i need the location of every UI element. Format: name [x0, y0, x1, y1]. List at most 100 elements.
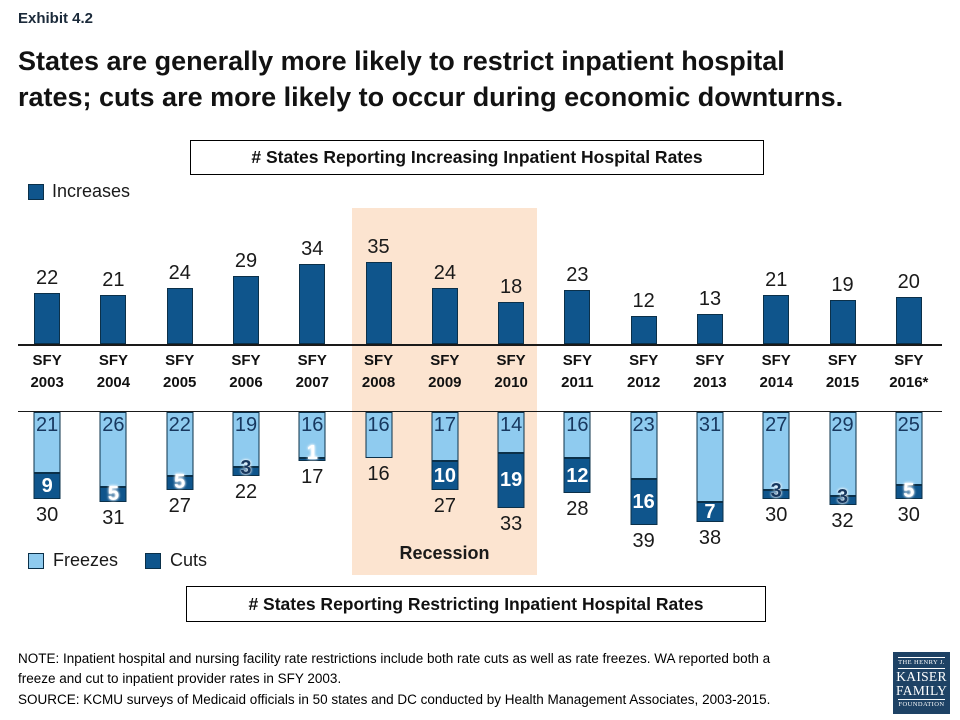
x-axis-label: SFY 2010	[494, 352, 528, 391]
cuts-value-label: 16	[632, 490, 655, 513]
freezes-value-label: 16	[566, 414, 589, 436]
restricting-total-label: 30	[36, 504, 59, 526]
x-axis-label: SFY 2011	[561, 352, 594, 391]
cuts-value-label: 12	[566, 464, 589, 487]
chart-columns: 22 SFY 2003 21 9 30 21 SFY 2004 26 5 31 24 SFY 2005 22 5…	[14, 200, 942, 580]
cuts-value-label: 3	[240, 456, 252, 479]
exhibit-number: Exhibit 4.2	[18, 10, 94, 27]
restricting-total-label: 33	[499, 512, 523, 535]
freezes-value-label: 19	[234, 414, 258, 436]
restricting-total-label: 22	[234, 480, 258, 503]
increases-value-label: 19	[831, 273, 854, 296]
x-axis-label: SFY 2006	[229, 352, 263, 391]
legend-cuts-label: Cuts	[170, 550, 208, 570]
logo-rule	[898, 657, 945, 658]
freezes-segment: 27	[762, 412, 790, 491]
bottom-chart-axis-line	[18, 410, 942, 412]
increases-value-label: 35	[367, 236, 390, 259]
restricting-stacked-bar: 27 3	[762, 412, 790, 502]
x-axis-label: SFY 2012	[626, 352, 661, 391]
top-chart-heading-box: # States Reporting Increasing Inpatient …	[190, 140, 764, 175]
restricting-total-label: 16	[367, 463, 390, 486]
freezes-value-label: 17	[433, 414, 456, 436]
restricting-total-label: 30	[765, 504, 788, 526]
x-axis-label: SFY 2015	[825, 352, 860, 391]
restricting-total-label: 17	[301, 466, 324, 489]
increases-bar	[299, 264, 326, 344]
year-column: 35 SFY 2008 16 16	[345, 200, 411, 580]
restricting-stacked-bar: 21 9	[33, 412, 61, 499]
year-column: 21 SFY 2014 27 3 30	[743, 200, 809, 580]
year-column: 21 SFY 2004 26 5 31	[80, 200, 146, 580]
cuts-value-label: 9	[41, 474, 53, 497]
increases-value-label: 29	[234, 250, 258, 273]
freezes-segment: 23	[630, 412, 658, 479]
cuts-value-label: 7	[704, 501, 716, 524]
increases-value-label: 20	[897, 271, 920, 294]
logo-kaiser-text: KAISER	[896, 669, 947, 685]
cuts-segment: 5	[99, 482, 127, 505]
cuts-segment: 10	[431, 461, 459, 491]
freezes-segment: 25	[895, 412, 923, 485]
restricting-stacked-bar: 16 1	[298, 412, 326, 465]
freezes-value-label: 23	[632, 414, 655, 436]
increases-value-label: 34	[301, 238, 324, 261]
increases-value-label: 21	[765, 268, 788, 291]
note-line-1: NOTE: Inpatient hospital and nursing fac…	[18, 651, 771, 666]
freezes-segment: 16	[365, 412, 393, 459]
restricting-total-label: 27	[433, 495, 456, 518]
bottom-chart-heading-box: # States Reporting Restricting Inpatient…	[186, 586, 766, 622]
freezes-segment: 16	[298, 412, 326, 459]
cuts-segment: 3	[829, 487, 857, 507]
increases-value-label: 18	[499, 275, 523, 298]
increases-bar	[763, 294, 790, 344]
restricting-total-label: 32	[831, 509, 854, 532]
freezes-segment: 14	[497, 412, 525, 453]
freezes-segment: 17	[431, 412, 459, 462]
freezes-segment: 19	[232, 412, 260, 468]
year-column: 22 SFY 2003 21 9 30	[14, 200, 80, 580]
increases-value-label: 24	[433, 261, 456, 284]
cuts-value-label: 10	[433, 464, 456, 487]
cuts-segment: 5	[895, 481, 923, 501]
x-axis-label: SFY 2013	[693, 352, 727, 391]
cuts-segment: 12	[563, 458, 591, 494]
increases-bar	[34, 292, 61, 344]
freezes-value-label: 16	[367, 414, 390, 436]
x-axis-label: SFY 2005	[163, 352, 197, 391]
cuts-segment: 3	[232, 458, 260, 478]
freezes-value-label: 14	[499, 414, 523, 436]
increases-bar	[630, 315, 657, 344]
logo-rule	[898, 668, 945, 670]
freezes-swatch-icon	[28, 552, 44, 569]
logo-top-text: THE HENRY J.	[898, 659, 945, 666]
freezes-value-label: 27	[765, 414, 788, 436]
cuts-value-label: 1	[306, 442, 318, 465]
restricting-total-label: 39	[632, 530, 655, 553]
increases-value-label: 22	[36, 266, 59, 289]
freezes-segment: 21	[33, 412, 61, 473]
increases-bar	[232, 276, 259, 344]
x-axis-label: SFY 2004	[96, 352, 131, 391]
cuts-segment: 5	[166, 472, 194, 492]
x-axis-label: SFY 2007	[295, 352, 329, 391]
cuts-value-label: 5	[107, 482, 119, 505]
increases-value-label: 21	[102, 268, 125, 291]
year-column: 24 SFY 2009 17 10 27	[412, 200, 478, 580]
year-column: 18 SFY 2010 14 19 33	[478, 200, 544, 580]
legend-cuts-group: Cuts	[145, 550, 207, 571]
cuts-segment: 19	[497, 452, 525, 508]
freezes-value-label: 31	[698, 414, 722, 436]
restricting-stacked-bar: 23 16	[630, 412, 658, 526]
cuts-value-label: 3	[770, 479, 782, 502]
restricting-stacked-bar: 16 12	[563, 412, 591, 494]
restricting-total-label: 28	[566, 498, 589, 521]
x-axis-label: SFY 2014	[759, 352, 793, 391]
x-axis-label: SFY 2008	[361, 352, 396, 391]
year-column: 20 SFY 2016* 25 5 30	[876, 200, 942, 580]
increases-bar	[696, 313, 723, 344]
restricting-stacked-bar: 25 5	[895, 412, 923, 501]
cuts-segment: 7	[696, 501, 724, 524]
logo-rule	[898, 698, 945, 700]
